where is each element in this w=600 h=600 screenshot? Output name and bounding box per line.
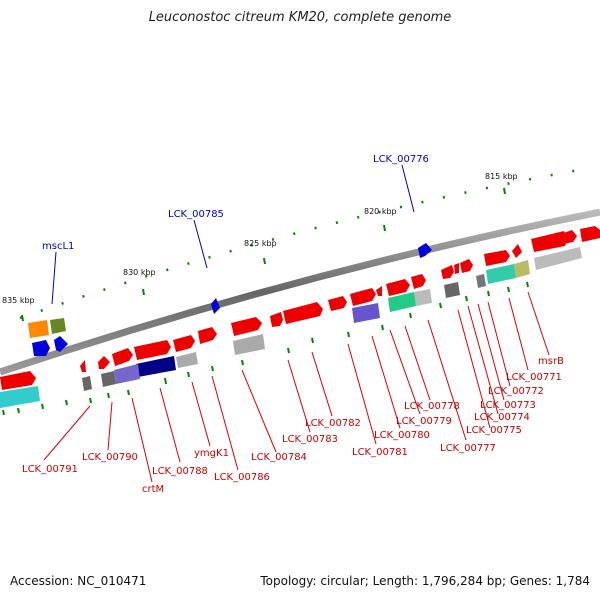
gene-arrow[interactable] (134, 340, 171, 360)
gene-arrow[interactable] (386, 279, 410, 296)
ruler-label: 835 kbp (2, 296, 35, 305)
forward-strand-genes[interactable] (0, 226, 600, 390)
gene-label[interactable]: LCK_00774 (474, 412, 530, 423)
gene-label[interactable]: LCK_00772 (488, 386, 544, 397)
rna-gene-arrow[interactable] (32, 340, 50, 356)
gene-label[interactable]: LCK_00783 (282, 434, 338, 445)
gene-arrow[interactable] (441, 265, 454, 279)
gene-arrow[interactable] (173, 335, 195, 352)
gene-arrow[interactable] (270, 312, 283, 327)
gene-block[interactable] (388, 292, 416, 312)
gene-block[interactable] (50, 318, 66, 334)
gene-block[interactable] (176, 352, 198, 368)
label-leader-lines (43, 291, 550, 483)
gene-arrow[interactable] (531, 231, 568, 252)
rna-gene-arrow[interactable] (54, 336, 68, 352)
gene-block[interactable] (0, 386, 40, 408)
genome-backbone (0, 208, 600, 376)
gene-label[interactable]: LCK_00791 (22, 464, 78, 475)
gene-arrow[interactable] (231, 317, 262, 336)
gene-block[interactable] (136, 356, 176, 377)
gene-block[interactable] (534, 247, 582, 270)
rna-leader-lines (51, 164, 415, 305)
ruler-label: 830 kbp (123, 268, 156, 277)
gene-arrow[interactable] (283, 302, 323, 324)
gene-labels: msrB LCK_00771 LCK_00772 LCK_00773 LCK_0… (22, 356, 564, 495)
gene-block[interactable] (101, 371, 116, 387)
gene-label[interactable]: LCK_00778 (404, 401, 460, 412)
gene-block[interactable] (486, 264, 516, 284)
gene-arrow[interactable] (561, 230, 577, 244)
gene-block[interactable] (414, 289, 432, 306)
rna-labels: LCK_00776 LCK_00785 mscL1 (42, 154, 429, 252)
reverse-strand-features[interactable] (0, 247, 582, 408)
gene-arrow[interactable] (512, 244, 522, 258)
gene-label[interactable]: LCK_00773 (480, 400, 536, 411)
map-title: Leuconostoc citreum KM20, complete genom… (148, 10, 452, 25)
rna-label[interactable]: LCK_00785 (168, 209, 224, 220)
ruler-label: 825 kbp (244, 239, 277, 248)
gene-arrow[interactable] (0, 371, 36, 390)
gene-block[interactable] (444, 282, 460, 298)
gene-block[interactable] (28, 320, 49, 338)
gene-label[interactable]: LCK_00777 (440, 443, 496, 454)
gene-arrow[interactable] (80, 360, 86, 372)
gene-arrow[interactable] (112, 348, 133, 366)
gene-arrow[interactable] (484, 250, 510, 266)
genome-summary-text: Topology: circular; Length: 1,796,284 bp… (260, 574, 590, 588)
gene-block[interactable] (233, 334, 265, 355)
ruler-major-ticks (21, 187, 506, 322)
gene-label[interactable]: LCK_00786 (214, 472, 270, 483)
gene-label[interactable]: LCK_00780 (374, 430, 430, 441)
gene-arrow[interactable] (198, 327, 217, 344)
gene-block[interactable] (114, 364, 140, 384)
gene-arrow[interactable] (98, 356, 110, 369)
gene-arrow[interactable] (460, 259, 473, 273)
rna-genes[interactable] (32, 243, 432, 356)
ruler-arc (19, 166, 591, 320)
ruler-label: 815 kbp (485, 172, 518, 181)
gene-block[interactable] (82, 376, 92, 391)
rna-gene-arrow[interactable] (418, 243, 432, 258)
gene-label[interactable]: LCK_00782 (305, 418, 361, 429)
gene-label[interactable]: LCK_00790 (82, 452, 138, 463)
gene-arrow[interactable] (350, 288, 376, 306)
gene-block[interactable] (352, 303, 380, 323)
rna-label[interactable]: LCK_00776 (373, 154, 429, 165)
gene-label[interactable]: LCK_00784 (251, 452, 307, 463)
gene-label[interactable]: crtM (142, 484, 164, 495)
gene-label[interactable]: LCK_00788 (152, 466, 208, 477)
gene-label[interactable]: msrB (538, 356, 564, 367)
gene-arrow[interactable] (580, 226, 600, 242)
gene-label[interactable]: LCK_00779 (396, 416, 452, 427)
gene-label[interactable]: LCK_00781 (352, 447, 408, 458)
gene-block[interactable] (476, 274, 486, 288)
gene-arrow[interactable] (411, 274, 426, 289)
accession-text: Accession: NC_010471 (10, 574, 147, 588)
gene-arrow[interactable] (454, 263, 459, 274)
ruler-label: 820 kbp (364, 207, 397, 216)
gene-arrow[interactable] (328, 296, 347, 311)
rna-gene-arrow[interactable] (211, 298, 220, 314)
gene-label[interactable]: ymgK1 (194, 448, 229, 459)
gene-markers (2, 281, 529, 416)
gene-label[interactable]: LCK_00775 (466, 425, 522, 436)
gene-block[interactable] (514, 260, 530, 278)
gene-arrow[interactable] (376, 286, 382, 296)
gene-label[interactable]: LCK_00771 (506, 372, 562, 383)
rna-label[interactable]: mscL1 (42, 241, 74, 252)
